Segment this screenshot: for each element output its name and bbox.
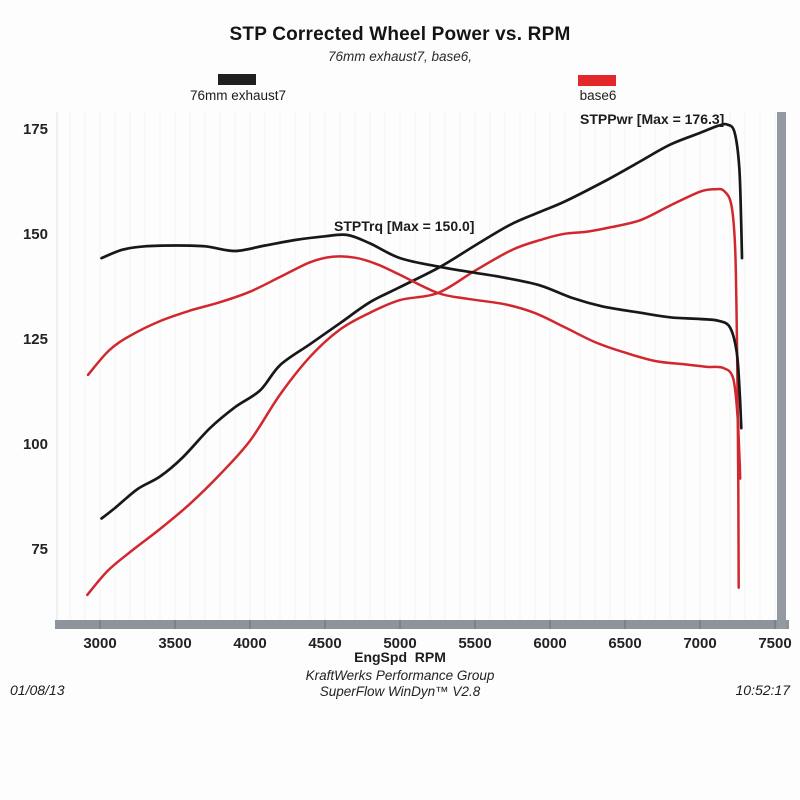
- legend-label-base6: base6: [579, 88, 617, 103]
- time-stamp: 10:52:17: [735, 682, 791, 698]
- y-tick-label: 75: [31, 541, 48, 558]
- legend-swatch-base6: [578, 75, 616, 86]
- series-curve-2: [100, 233, 743, 430]
- x-tick-label: 3000: [83, 635, 117, 652]
- x-axis-label: EngSpd RPM: [354, 649, 446, 665]
- annotation-torque-max: STPTrq [Max = 150.0]: [334, 218, 475, 234]
- date-stamp: 01/08/13: [10, 682, 65, 698]
- x-tick-label: 6000: [533, 635, 567, 652]
- y-tick-label: 125: [22, 331, 48, 348]
- legend-swatch-76mm-exhaust7: [218, 74, 256, 85]
- x-tick-label: 5000: [383, 635, 417, 652]
- series-curve-3: [86, 255, 742, 480]
- series-curve-1: [86, 187, 740, 597]
- x-tick-label: 4000: [233, 635, 267, 652]
- footer-software: SuperFlow WinDyn™ V2.8: [319, 684, 481, 699]
- x-tick-label: 3500: [158, 635, 192, 652]
- annotation-power-max: STPPwr [Max = 176.3]: [580, 111, 725, 127]
- x-tick-label: 6500: [608, 635, 642, 652]
- x-axis-bar: [55, 620, 789, 629]
- legend-label-76mm-exhaust7: 76mm exhaust7: [189, 88, 287, 103]
- chart-subtitle: 76mm exhaust7, base6,: [327, 49, 473, 64]
- y-tick-label: 175: [22, 121, 48, 138]
- x-tick-label: 4500: [308, 635, 342, 652]
- series-curve-0: [100, 122, 744, 520]
- x-tick-label: 5500: [458, 635, 492, 652]
- x-tick-label: 7000: [683, 635, 717, 652]
- chart-title: STP Corrected Wheel Power vs. RPM: [229, 24, 571, 45]
- y-tick-label: 150: [22, 226, 48, 243]
- right-axis-bar: [777, 112, 786, 629]
- x-tick-label: 7500: [758, 635, 792, 652]
- y-tick-label: 100: [22, 436, 48, 453]
- footer-company: KraftWerks Performance Group: [305, 668, 495, 683]
